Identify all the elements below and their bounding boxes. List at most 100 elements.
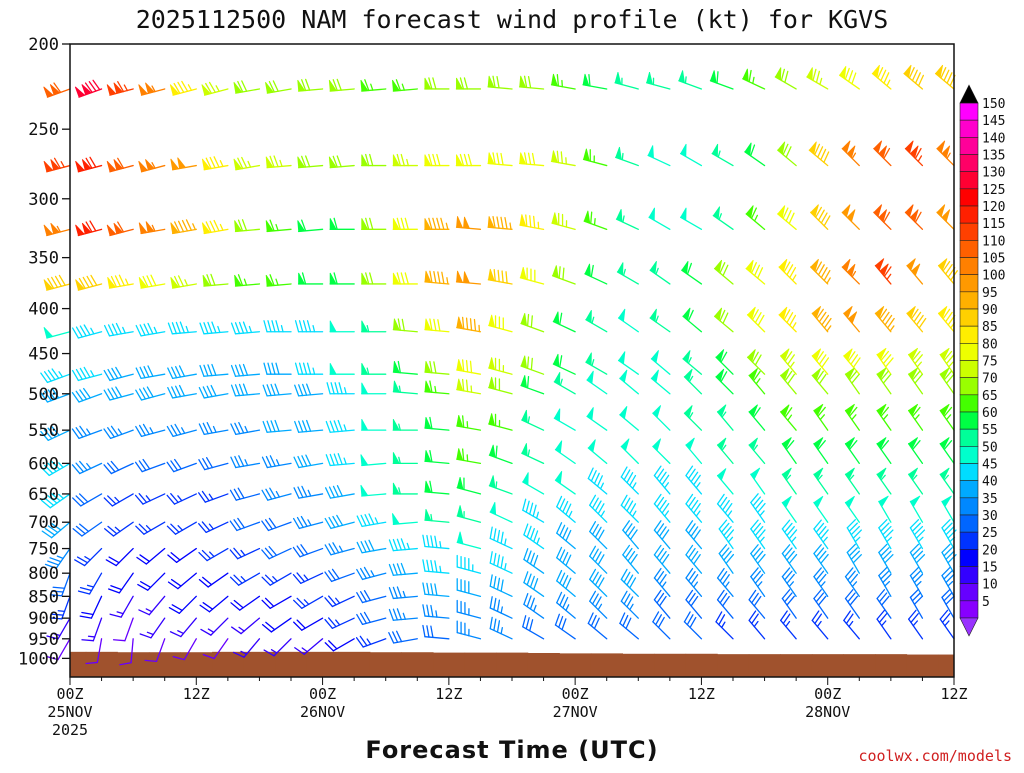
wind-barb: [621, 569, 638, 596]
colorbar-label: 55: [982, 423, 998, 438]
wind-barb: [425, 319, 449, 332]
wind-barb: [553, 265, 576, 284]
wind-barb: [262, 596, 291, 608]
y-tick-label: 500: [28, 385, 59, 405]
wind-barb: [905, 141, 922, 166]
wind-barb: [654, 569, 669, 597]
wind-barb: [520, 153, 544, 166]
colorbar-swatch: [960, 137, 978, 154]
wind-barb: [393, 452, 417, 463]
y-tick-label: 800: [28, 564, 59, 584]
wind-barb: [457, 359, 481, 374]
wind-barb: [554, 372, 575, 394]
wind-barb: [389, 564, 417, 576]
wind-barb: [712, 144, 733, 166]
wind-barb: [557, 571, 575, 597]
colorbar-swatch: [960, 275, 978, 292]
wind-barb: [298, 156, 323, 168]
x-tick-label: 12Z: [940, 685, 967, 703]
colorbar-label: 60: [982, 406, 998, 421]
terrain-layer: [70, 652, 955, 677]
wind-barb: [456, 78, 480, 89]
wind-barb: [653, 439, 670, 464]
wind-barb: [842, 205, 859, 230]
wind-barb: [326, 486, 354, 498]
wind-barb: [114, 618, 134, 641]
wind-barb: [171, 276, 197, 288]
wind-barb: [846, 468, 860, 494]
terrain-column: [433, 653, 465, 677]
wind-barb: [262, 573, 291, 585]
wind-barb: [293, 545, 322, 557]
wind-barb: [523, 472, 544, 494]
wind-barb: [457, 271, 481, 284]
wind-barb: [231, 423, 259, 435]
x-tick-label: 12Z: [688, 685, 715, 703]
y-tick-label: 300: [28, 190, 59, 210]
wind-barb: [235, 220, 260, 232]
y-tick-label: 900: [28, 609, 59, 629]
wind-barb: [296, 321, 323, 332]
wind-barb: [524, 524, 544, 548]
wind-barb: [171, 220, 197, 234]
wind-barb: [201, 618, 228, 635]
wind-barb: [298, 79, 323, 91]
wind-barb: [294, 618, 323, 630]
wind-barb: [104, 367, 133, 380]
wind-barb: [654, 494, 669, 522]
wind-barb: [939, 306, 955, 331]
wind-barb: [266, 156, 291, 168]
wind-barb: [75, 549, 102, 566]
wind-barb: [521, 356, 544, 375]
wind-barb: [937, 205, 954, 230]
wind-barb: [264, 363, 291, 374]
wind-barb: [779, 307, 796, 332]
wind-barb: [686, 569, 701, 597]
wind-barb: [619, 309, 639, 332]
wind-barb: [811, 259, 830, 284]
wind-barb: [72, 426, 101, 438]
wind-barb: [202, 157, 228, 170]
wind-barb: [686, 494, 701, 522]
wind-barb: [72, 461, 101, 473]
terrain-column: [86, 652, 118, 677]
wind-barb: [877, 437, 891, 463]
wind-barb: [295, 421, 323, 433]
colorbar-swatch: [960, 412, 978, 429]
wind-barb: [686, 438, 701, 463]
wind-barb: [168, 549, 196, 563]
wind-barb: [620, 613, 638, 639]
wind-barb: [552, 74, 576, 89]
wind-barb: [620, 406, 638, 430]
wind-barb: [811, 205, 830, 230]
wind-barb: [814, 468, 828, 494]
y-tick-label: 950: [28, 630, 59, 650]
wind-barb: [393, 361, 417, 374]
wind-barb: [590, 569, 607, 596]
wind-barb: [104, 426, 133, 438]
wind-barb: [262, 547, 291, 559]
colorbar-swatch: [960, 326, 978, 343]
wind-barb: [620, 370, 638, 394]
terrain-column: [149, 652, 181, 677]
wind-barb: [168, 366, 196, 378]
wind-barb: [807, 67, 828, 89]
wind-barb: [330, 218, 354, 229]
wind-barb: [425, 155, 449, 166]
wind-barb: [654, 545, 669, 573]
wind-barb: [457, 601, 480, 619]
colorbar-swatch: [960, 343, 978, 360]
x-tick-label: 12Z: [435, 685, 462, 703]
wind-barb: [520, 76, 544, 89]
x-axis-label: Forecast Time (UTC): [365, 736, 658, 764]
y-tick-label: 400: [28, 300, 59, 320]
wind-barb: [457, 505, 480, 522]
x-tick-label: 27NOV: [553, 703, 598, 721]
wind-barb: [294, 486, 322, 498]
wind-barb: [139, 83, 165, 95]
wind-barb: [749, 405, 764, 430]
wind-barb: [552, 212, 575, 229]
wind-barb: [262, 488, 291, 500]
wind-barb: [75, 80, 101, 97]
